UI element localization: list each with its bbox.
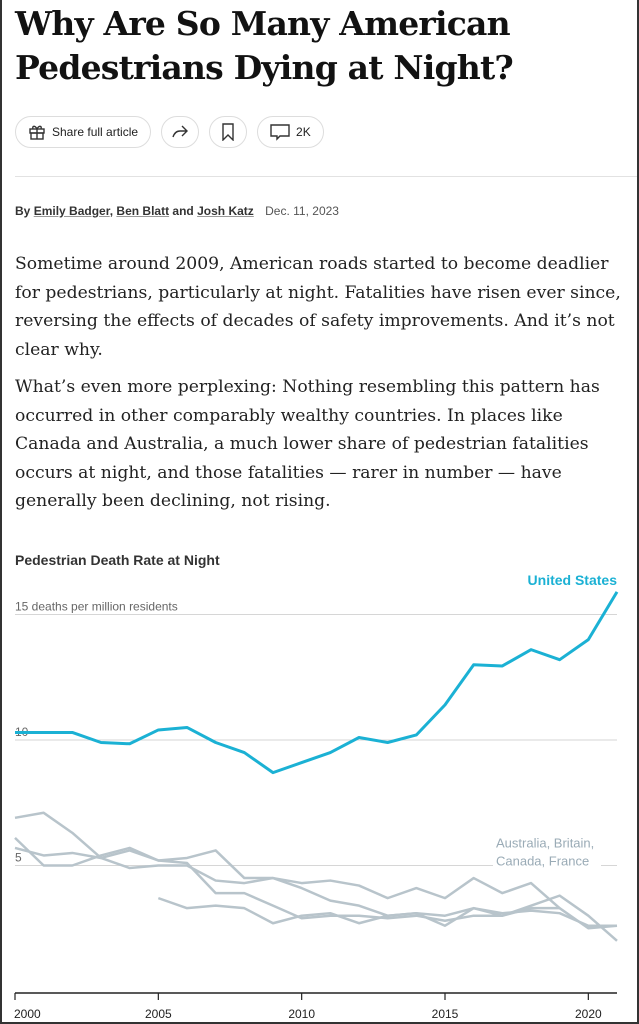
publish-date: Dec. 11, 2023 [265,204,339,218]
article-title: Why Are So Many American Pedestrians Dyi… [15,4,514,87]
x-tick-label: 2005 [145,1007,172,1021]
series-line-other [157,894,618,942]
share-label: Share full article [52,125,139,139]
paragraph: What’s even more perplexing: Nothing res… [15,377,600,511]
series-label-others: Australia, Britain, [496,836,594,851]
share-full-article-button[interactable]: Share full article [15,116,152,148]
y-tick-label: 5 [15,851,22,865]
save-button[interactable] [209,116,248,148]
author-link[interactable]: Josh Katz [197,204,254,218]
series-label-others: Canada, France [496,854,589,869]
byline: By Emily Badger, Ben Blatt and Josh Katz… [15,204,339,218]
divider [15,176,637,177]
article-actions: Share full article 2K [15,116,324,148]
x-tick-label: 2020 [575,1007,602,1021]
byline-prefix: By [15,204,31,218]
x-tick-label: 2010 [288,1007,315,1021]
byline-separator: , [109,204,114,218]
paragraph: Sometime around 2009, American roads sta… [15,254,621,360]
comments-button[interactable]: 2K [257,116,324,148]
label-background [493,852,601,870]
bookmark-icon [221,123,235,141]
byline-and: and [172,204,194,218]
series-line-other [14,811,561,910]
x-tick-label: 2000 [14,1007,41,1021]
gift-icon [28,123,46,141]
comment-icon [270,123,290,141]
share-button[interactable] [161,116,200,148]
x-tick-label: 2015 [432,1007,459,1021]
series-label-united-states: United States [528,572,618,588]
share-arrow-icon [171,124,189,140]
article-body: Sometime around 2009, American roads sta… [15,250,625,525]
author-link[interactable]: Emily Badger [33,204,110,218]
author-link[interactable]: Ben Blatt [116,204,170,218]
chart-title: Pedestrian Death Rate at Night [15,552,220,568]
comments-count: 2K [296,125,311,139]
series-line-united-states [15,591,619,775]
y-tick-label: 15 deaths per million residents [15,600,178,614]
